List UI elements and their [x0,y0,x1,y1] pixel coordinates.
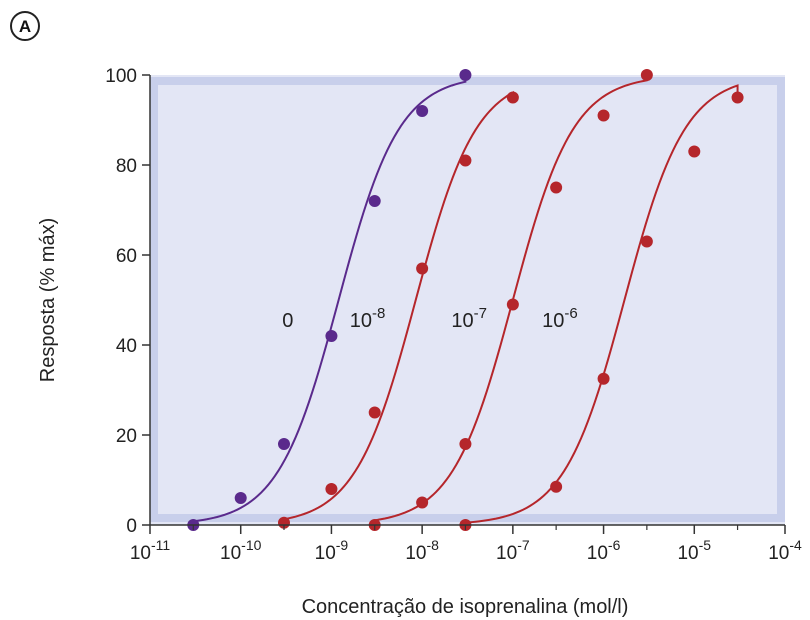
y-tick-label: 100 [105,66,137,87]
data-point [506,91,519,104]
plot-background [150,75,785,525]
y-axis-title: Resposta (% máx) [37,218,59,383]
data-point [597,372,610,385]
data-point [277,438,290,450]
x-tick-base: 10 [405,543,426,564]
series-label-exponent: -8 [372,305,385,322]
series-label: 10-8 [350,305,386,332]
x-tick-label: 10-8 [405,537,439,564]
series-label: 10-6 [542,305,578,332]
x-tick-exponent: -10 [241,537,261,553]
x-tick-exponent: -8 [426,537,439,553]
data-point [550,480,563,493]
data-point [459,154,472,167]
curve-labels-layer: 0 10-8 10-7 10-6 [282,305,578,332]
data-point [368,195,381,207]
data-point [416,496,429,509]
y-tick-label: 40 [116,336,137,357]
x-tick-label: 10-9 [315,537,349,564]
data-point [550,181,563,194]
x-tick-exponent: -9 [336,537,349,553]
x-tick-label: 10-10 [220,537,262,564]
data-point [325,483,338,495]
data-point [234,492,247,504]
series-label-exponent: -6 [564,305,577,322]
x-tick-exponent: -11 [151,537,170,553]
x-tick-base: 10 [587,543,608,564]
series-label-base: 0 [282,310,293,332]
y-tick-label: 80 [116,156,137,177]
y-ticks: 0 20 40 60 80 100 [105,66,150,537]
data-point [325,330,338,342]
data-point [459,438,472,450]
data-point [640,69,653,81]
series-label: 0 [282,310,293,332]
x-tick-exponent: -7 [517,537,530,553]
x-tick-exponent: -4 [789,537,802,553]
x-tick-base: 10 [496,543,517,564]
series-curve [283,90,514,521]
data-point [688,145,701,158]
data-point [459,69,472,81]
series-label: 10-7 [451,305,487,332]
x-tick-label: 10-7 [496,537,530,564]
x-tick-base: 10 [768,543,789,564]
panel-label: A [10,11,40,41]
data-point [416,105,429,117]
data-point [506,298,519,311]
series-label-base: 10 [542,310,564,332]
data-point [640,235,653,248]
plot-inner-border [150,77,785,522]
x-tick-base: 10 [220,543,241,564]
x-tick-exponent: -6 [608,537,621,553]
x-tick-exponent: -5 [699,537,712,553]
x-tick-label: 10-4 [768,537,802,564]
x-tick-base: 10 [130,543,151,564]
series-curve [193,75,467,523]
x-tick-label: 10-6 [587,537,621,564]
data-point [416,262,429,275]
x-tick-base: 10 [315,543,336,564]
y-tick-label: 20 [116,426,137,447]
y-tick-label: 0 [126,516,137,537]
panel-label-circle [10,11,40,41]
series-label-exponent: -7 [474,305,487,322]
data-point [731,91,744,104]
x-axis-title: Concentração de isoprenalina (mol/l) [302,596,629,618]
series-label-base: 10 [451,310,473,332]
data-point [368,406,381,419]
panel-label-text: A [19,17,31,36]
data-point [597,109,610,122]
series-label-base: 10 [350,310,372,332]
y-tick-label: 60 [116,246,137,267]
x-ticks: 10-11 10-10 10-9 10-8 10-7 10-6 10-5 10-4 [130,525,802,564]
x-tick-label: 10-5 [677,537,711,564]
x-tick-base: 10 [677,543,698,564]
x-tick-label: 10-11 [130,537,171,564]
